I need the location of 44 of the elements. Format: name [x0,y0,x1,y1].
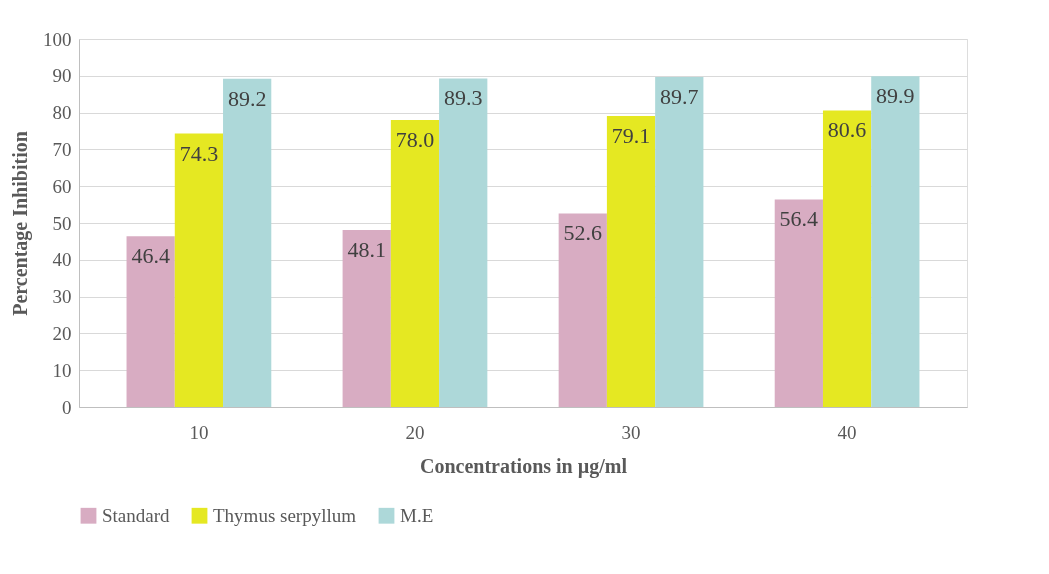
y-tick-label: 60 [52,175,72,197]
y-tick-label: 30 [52,286,72,308]
y-tick-label: 40 [52,249,72,271]
bar [342,229,391,407]
data-label: 80.6 [827,117,867,143]
data-label: 89.2 [227,85,267,111]
y-tick-label: 0 [62,396,72,418]
x-tick-label: 40 [837,421,857,443]
y-tick-label: 50 [52,212,72,234]
bar [174,133,224,407]
x-axis-title: Concentrations in µg/ml [419,454,628,478]
x-tick-label: 10 [189,421,209,443]
x-tick-label: 30 [621,421,641,443]
legend-label: Standard [102,504,171,526]
legend-label: Thymus serpyllum [213,504,357,526]
legend-label: M.E [400,504,434,526]
data-label: 78.0 [395,126,435,152]
data-label: 52.6 [563,220,603,246]
y-tick-label: 20 [52,322,72,344]
data-label: 48.1 [347,236,386,262]
bar [439,78,488,407]
y-tick-label: 80 [52,102,72,124]
data-label: 56.4 [779,206,819,232]
data-label: 79.1 [611,122,651,148]
bar [774,199,823,407]
y-tick-label: 10 [52,359,72,381]
bar [655,76,704,407]
y-axis-title: Percentage Inhibition [9,131,32,316]
bar [606,115,656,407]
bar [558,213,607,407]
y-tick-label: 90 [52,65,72,87]
x-tick-label: 20 [405,421,425,443]
y-tick-label: 70 [52,138,72,160]
data-label: 46.4 [131,243,170,269]
bar [390,119,440,407]
data-label: 89.9 [876,83,915,109]
bar [223,78,272,407]
data-label: 74.3 [179,140,219,166]
bar [822,110,872,407]
data-label: 89.7 [660,83,699,109]
data-label: 89.3 [443,85,483,111]
y-tick-label: 100 [43,28,72,50]
bar [871,76,920,407]
bar [126,236,175,407]
